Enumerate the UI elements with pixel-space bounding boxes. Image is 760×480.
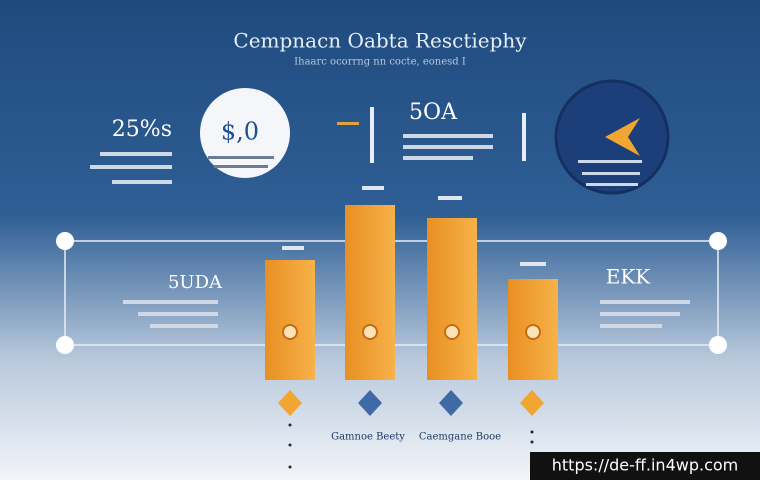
stat-value: 5OA xyxy=(409,100,458,125)
stat-circle xyxy=(200,88,290,178)
divider xyxy=(337,107,526,163)
footer-label: Gamnoe Beety xyxy=(331,432,405,443)
watermark-box xyxy=(530,452,760,480)
text-lines xyxy=(578,160,642,186)
dots xyxy=(288,423,534,469)
chevron-icon xyxy=(605,118,640,156)
diamonds xyxy=(278,390,544,416)
stat-value: 25%s xyxy=(112,117,172,142)
stat-value: 5UDA xyxy=(168,272,223,293)
subtitle: Ihaarc ocorrng nn cocte, eonesd I xyxy=(294,57,466,68)
bar-icons xyxy=(282,324,541,340)
stat-value: EKK xyxy=(606,265,652,289)
circle-value: $,0 xyxy=(221,118,259,146)
text-lines xyxy=(90,152,172,184)
text-lines xyxy=(123,300,218,328)
footer-label: Caemgane Booe xyxy=(419,432,501,443)
text-lines xyxy=(208,156,274,168)
bars xyxy=(265,205,558,380)
text-lines xyxy=(600,300,690,328)
text-lines xyxy=(403,134,493,160)
bracket-dots xyxy=(56,232,727,354)
bar-labels xyxy=(282,186,546,266)
watermark: https://de-ff.in4wp.com xyxy=(552,456,739,475)
title: Cempnacn Oabta Resctiephy xyxy=(233,29,527,53)
